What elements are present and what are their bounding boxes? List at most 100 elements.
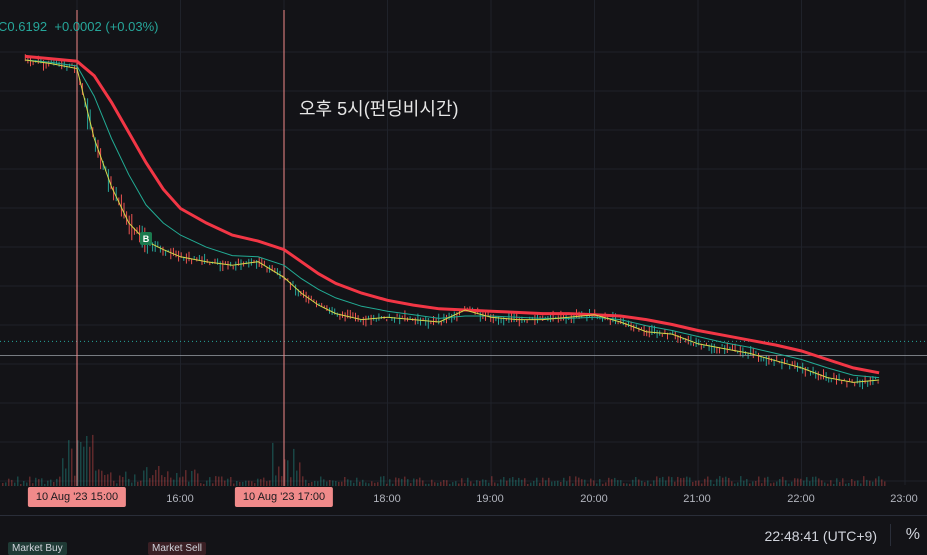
- volume-bar: [587, 483, 589, 486]
- volume-bar: [110, 472, 112, 486]
- volume-bar: [446, 480, 448, 486]
- volume-bar: [806, 477, 808, 486]
- volume-bar: [404, 476, 406, 486]
- volume-bar: [710, 479, 712, 486]
- volume-bar: [23, 481, 25, 486]
- time-label: 20:00: [580, 493, 608, 505]
- volume-bar: [497, 483, 499, 486]
- volume-bar: [323, 479, 325, 486]
- volume-bar: [5, 482, 7, 486]
- time-label: 21:00: [683, 493, 711, 505]
- volume-bar: [230, 477, 232, 486]
- volume-bar: [677, 476, 679, 486]
- volume-bar: [734, 483, 736, 486]
- legend-market-buy: Market Buy: [8, 542, 67, 555]
- volume-bar: [635, 477, 637, 486]
- volume-bar: [728, 477, 730, 486]
- volume-bar: [812, 476, 814, 486]
- time-label: 16:00: [166, 493, 194, 505]
- volume-bar: [857, 480, 859, 486]
- volume-bar: [518, 477, 520, 486]
- volume-bar: [827, 483, 829, 486]
- volume-bar: [353, 482, 355, 486]
- volume-bar: [599, 479, 601, 486]
- percent-scale-button[interactable]: %: [905, 526, 920, 543]
- volume-bar: [830, 480, 832, 486]
- volume-bar: [71, 448, 73, 486]
- volume-bar: [371, 481, 373, 486]
- volume-bar: [809, 481, 811, 486]
- volume-bar: [299, 462, 301, 486]
- volume-bar: [200, 483, 202, 486]
- volume-bar: [176, 473, 178, 486]
- volume-bar: [770, 483, 772, 486]
- volume-bar: [107, 474, 109, 486]
- volume-bar: [596, 483, 598, 486]
- volume-bar: [881, 479, 883, 486]
- volume-bar: [329, 480, 331, 486]
- volume-bar: [143, 470, 145, 486]
- volume-bar: [740, 476, 742, 486]
- volume-bar: [872, 481, 874, 486]
- volume-bar: [62, 458, 64, 486]
- volume-bar: [668, 476, 670, 486]
- volume-bar: [590, 478, 592, 486]
- volume-bar: [53, 482, 55, 486]
- volume-bar: [239, 481, 241, 486]
- volume-bar: [719, 476, 721, 486]
- volume-bar: [242, 481, 244, 486]
- volume-bar: [89, 446, 91, 486]
- volume-bar: [440, 481, 442, 486]
- buy-marker[interactable]: B: [140, 232, 152, 245]
- volume-bar: [38, 479, 40, 486]
- volume-bar: [467, 477, 469, 486]
- volume-bar: [335, 481, 337, 486]
- volume-bar: [527, 484, 529, 486]
- volume-bar: [605, 482, 607, 486]
- volume-bar: [545, 480, 547, 486]
- volume-bar: [26, 482, 28, 486]
- volume-bar: [128, 478, 130, 486]
- volume-bar: [317, 481, 319, 486]
- volume-bar: [521, 479, 523, 486]
- volume-bar: [506, 480, 508, 486]
- volume-bar: [422, 480, 424, 486]
- volume-bar: [158, 466, 160, 486]
- volume-bar: [296, 470, 298, 486]
- volume-bar: [125, 471, 127, 486]
- buy-marker-label: B: [143, 234, 150, 244]
- volume-bar: [224, 480, 226, 486]
- volume-bar: [11, 479, 13, 486]
- volume-bar: [416, 479, 418, 486]
- last-price: 0.6192: [7, 19, 48, 34]
- volume-bar: [14, 482, 16, 486]
- volume-bar: [374, 482, 376, 486]
- volume-bar: [44, 483, 46, 486]
- volume-bar: [512, 477, 514, 486]
- volume-bar: [578, 477, 580, 486]
- volume-bar: [377, 482, 379, 486]
- volume-bar: [386, 483, 388, 486]
- volume-bar: [413, 478, 415, 486]
- volume-bar: [437, 482, 439, 486]
- clock-readout[interactable]: 22:48:41 (UTC+9): [764, 528, 877, 544]
- volume-bar: [113, 480, 115, 486]
- volume-bar: [683, 477, 685, 486]
- volume-bar: [167, 471, 169, 486]
- volume-bar: [626, 483, 628, 486]
- volume-bar: [707, 476, 709, 486]
- volume-bar: [350, 480, 352, 486]
- volume-bar: [161, 475, 163, 486]
- volume-bar: [851, 479, 853, 486]
- volume-bar: [716, 478, 718, 486]
- volume-bar: [632, 479, 634, 486]
- volume-bar: [212, 483, 214, 486]
- volume-bar: [557, 480, 559, 486]
- volume-bar: [500, 479, 502, 486]
- volume-bar: [134, 474, 136, 486]
- volume-bar: [77, 440, 79, 486]
- volume-bar: [611, 479, 613, 486]
- volume-bar: [68, 440, 70, 486]
- volume-bar: [29, 476, 31, 486]
